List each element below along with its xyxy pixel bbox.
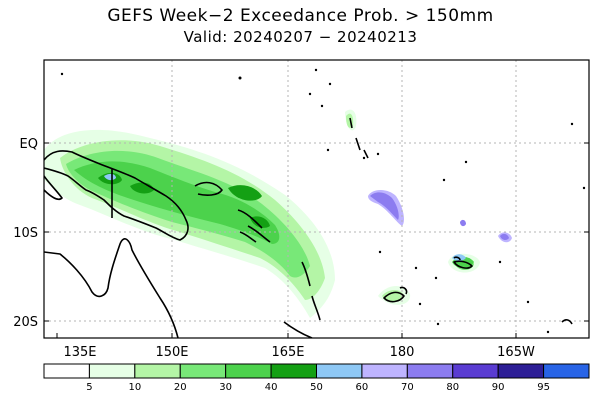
- lat-label-10s: 10S: [13, 226, 38, 241]
- coastlines: [44, 117, 573, 338]
- legend-swatch: [179, 363, 227, 379]
- samoa: [453, 256, 461, 261]
- map-title: GEFS Week−2 Exceedance Prob. > 150mm: [107, 6, 494, 26]
- legend-level-label: 40: [265, 382, 278, 393]
- lon-ticks: [56, 333, 517, 338]
- prob-area-80: [500, 233, 509, 241]
- prob-area-50: [250, 216, 270, 228]
- island: [561, 319, 573, 325]
- legend-level-label: 50: [310, 382, 323, 393]
- australia-coast: [44, 238, 179, 338]
- prob-area-80: [460, 219, 466, 227]
- solomon-islands: [247, 225, 271, 243]
- color-legend: 5 10 20 30 40 50 60 70 80 90 95: [43, 363, 590, 393]
- new-britain-coast: [194, 181, 223, 196]
- prob-area-50: [228, 185, 262, 201]
- island-chain: [349, 117, 369, 159]
- map-frame: [43, 59, 590, 339]
- legend-level-label: 5: [86, 382, 92, 393]
- legend-level-label: 10: [128, 382, 141, 393]
- legend-swatch: [361, 363, 408, 379]
- legend-swatch: [497, 363, 545, 379]
- lat-ticks: [44, 142, 589, 322]
- lon-label-135e: 135E: [63, 345, 96, 360]
- fiji: [399, 286, 408, 295]
- legend-level-label: 30: [219, 382, 232, 393]
- valid-dates: Valid: 20240207 − 20240213: [183, 28, 418, 46]
- prob-area-40: [74, 161, 280, 244]
- fiji: [383, 291, 405, 303]
- legend-swatch: [543, 363, 590, 379]
- legend-swatch: [406, 363, 454, 379]
- probability-fields: [44, 109, 512, 318]
- legend-level-label: 20: [174, 382, 187, 393]
- small-islands: [60, 68, 586, 334]
- samoa: [453, 260, 473, 269]
- legend-swatch: [316, 363, 363, 379]
- lon-label-165w: 165W: [497, 345, 535, 360]
- prob-area-60: [104, 173, 116, 181]
- solomon-islands: [239, 231, 257, 243]
- legend-swatch: [88, 363, 136, 379]
- legend-swatch: [270, 363, 318, 379]
- legend-swatch: [43, 363, 90, 379]
- legend-level-label: 90: [492, 382, 505, 393]
- lat-label-20s: 20S: [13, 315, 38, 330]
- lat-label-eq: EQ: [20, 137, 38, 152]
- solomon-islands: [237, 209, 263, 229]
- legend-level-label: 95: [537, 382, 550, 393]
- legend-swatch: [225, 363, 272, 379]
- lon-label-150e: 150E: [155, 345, 188, 360]
- lon-label-180: 180: [390, 345, 415, 360]
- gridlines: [44, 60, 589, 338]
- new-caledonia: [283, 321, 313, 338]
- new-guinea-coast: [44, 150, 189, 241]
- prob-area-80: [370, 192, 399, 220]
- legend-swatch: [134, 363, 181, 379]
- island-outline: [44, 175, 63, 201]
- legend-level-label: 70: [401, 382, 414, 393]
- vanuatu: [301, 261, 321, 321]
- legend-level-label: 80: [446, 382, 459, 393]
- legend-level-label: 60: [356, 382, 369, 393]
- legend-swatch: [452, 363, 499, 379]
- lon-label-165e: 165E: [271, 345, 304, 360]
